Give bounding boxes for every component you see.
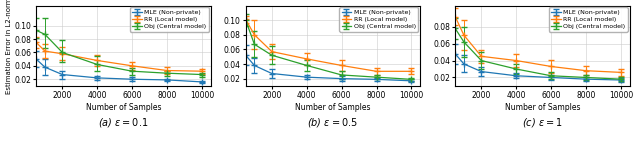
- X-axis label: Number of Samples: Number of Samples: [504, 103, 580, 112]
- Text: (b) $\varepsilon=0.5$: (b) $\varepsilon=0.5$: [307, 116, 358, 130]
- Text: (c) $\varepsilon=1$: (c) $\varepsilon=1$: [522, 116, 563, 130]
- Text: (a) $\varepsilon=0.1$: (a) $\varepsilon=0.1$: [98, 116, 148, 130]
- X-axis label: Number of Samples: Number of Samples: [295, 103, 371, 112]
- Legend: MLE (Non-private), RR (Local model), Obj (Central model): MLE (Non-private), RR (Local model), Obj…: [548, 7, 628, 32]
- Legend: MLE (Non-private), RR (Local model), Obj (Central model): MLE (Non-private), RR (Local model), Obj…: [339, 7, 419, 32]
- Legend: MLE (Non-private), RR (Local model), Obj (Central model): MLE (Non-private), RR (Local model), Obj…: [130, 7, 209, 32]
- X-axis label: Number of Samples: Number of Samples: [86, 103, 161, 112]
- Y-axis label: Estimation Error in L2-norm: Estimation Error in L2-norm: [6, 0, 12, 94]
